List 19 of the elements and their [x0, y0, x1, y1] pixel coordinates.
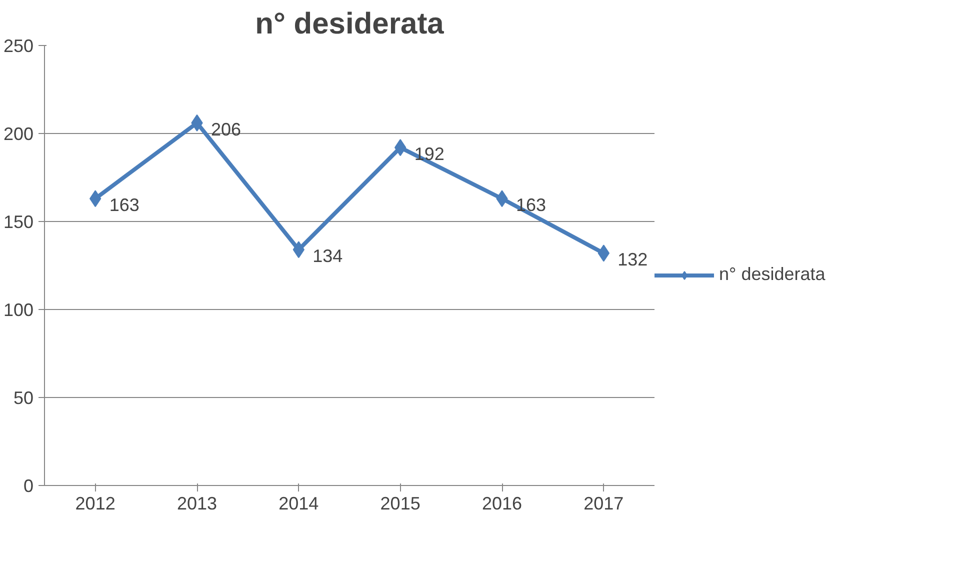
y-tick-label: 250	[3, 36, 34, 56]
x-tick-label: 2017	[584, 494, 624, 514]
y-tick-label: 100	[3, 300, 34, 320]
x-tick-label: 2012	[75, 494, 116, 514]
y-tick-label: 0	[23, 476, 34, 496]
data-label: 163	[109, 195, 140, 216]
y-tick-label: 200	[3, 124, 34, 144]
x-tick-label: 2014	[278, 494, 319, 514]
x-tick-label: 2013	[176, 494, 218, 514]
y-tick-label: 50	[13, 388, 34, 408]
data-label: 134	[312, 246, 343, 266]
data-label: 163	[516, 195, 546, 216]
y-tick-label: 150	[3, 212, 34, 232]
x-tick-label: 2016	[482, 494, 522, 514]
data-label: 192	[414, 144, 444, 164]
chart-title: n° desiderata	[255, 8, 444, 40]
x-tick-label: 2015	[380, 494, 420, 514]
data-label: 132	[618, 250, 648, 270]
legend-label: n° desiderata	[719, 264, 826, 285]
